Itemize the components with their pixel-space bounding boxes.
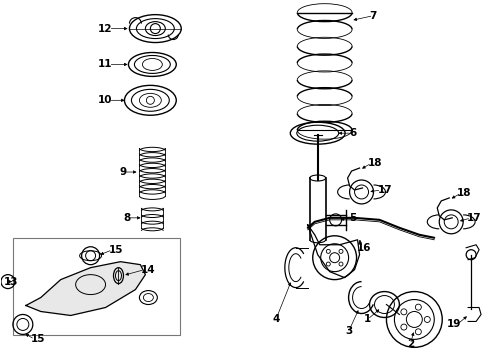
Text: 9: 9 — [120, 167, 126, 177]
Text: 15: 15 — [108, 245, 123, 255]
Polygon shape — [26, 262, 146, 315]
Text: 12: 12 — [98, 24, 113, 33]
Bar — [13, 238, 180, 336]
Text: 13: 13 — [4, 276, 19, 287]
Text: 18: 18 — [368, 158, 382, 168]
Text: 4: 4 — [272, 314, 280, 324]
Text: 11: 11 — [98, 59, 113, 69]
Text: 17: 17 — [467, 213, 482, 223]
Text: 1: 1 — [364, 314, 371, 324]
Text: 17: 17 — [377, 185, 392, 195]
Text: 3: 3 — [345, 327, 353, 336]
Text: 19: 19 — [447, 319, 461, 329]
Text: 18: 18 — [457, 188, 472, 198]
Text: 2: 2 — [407, 339, 415, 349]
Text: 8: 8 — [123, 213, 130, 223]
Text: 14: 14 — [141, 265, 155, 275]
Text: 7: 7 — [369, 11, 377, 21]
Text: 6: 6 — [349, 128, 357, 138]
Text: 16: 16 — [357, 243, 371, 253]
Text: 10: 10 — [98, 95, 113, 105]
Text: 5: 5 — [349, 213, 357, 223]
Text: 15: 15 — [31, 334, 46, 345]
